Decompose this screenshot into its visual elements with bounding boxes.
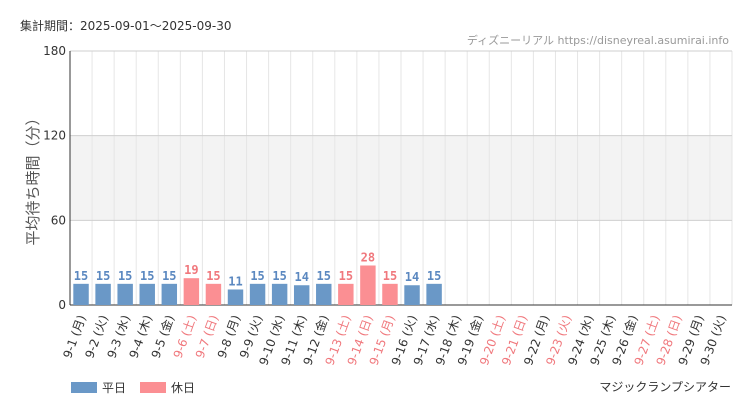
data-label: 15 bbox=[96, 269, 110, 283]
bar bbox=[205, 283, 222, 305]
bar bbox=[95, 283, 111, 305]
data-label: 15 bbox=[339, 269, 353, 283]
data-label: 15 bbox=[162, 269, 176, 283]
credit-label: ディズニーリアル https://disneyreal.asumirai.inf… bbox=[466, 34, 729, 47]
bar bbox=[382, 283, 398, 305]
legend-holiday-swatch bbox=[140, 382, 167, 393]
data-label: 11 bbox=[228, 274, 242, 288]
data-label: 15 bbox=[427, 269, 441, 283]
bar bbox=[161, 283, 178, 305]
data-label: 15 bbox=[118, 269, 132, 283]
bar bbox=[404, 285, 420, 305]
bar bbox=[249, 283, 266, 305]
bar bbox=[117, 283, 133, 305]
data-label: 19 bbox=[184, 263, 198, 277]
legend-holiday: 休日 bbox=[140, 379, 195, 396]
data-label: 15 bbox=[272, 269, 286, 283]
legend-weekday-swatch bbox=[71, 382, 97, 393]
bar bbox=[316, 283, 332, 305]
y-tick-label: 180 bbox=[43, 44, 66, 58]
period-label: 集計期間：2025-09-01～2025-09-30 bbox=[20, 19, 232, 33]
bar bbox=[338, 283, 354, 305]
legend-weekday-label: 平日 bbox=[102, 381, 127, 395]
data-label: 15 bbox=[383, 269, 397, 283]
y-tick-label: 60 bbox=[51, 213, 66, 227]
data-label: 15 bbox=[206, 269, 220, 283]
bar bbox=[139, 283, 155, 305]
data-label: 15 bbox=[317, 269, 331, 283]
data-label: 15 bbox=[74, 269, 88, 283]
y-tick-label: 0 bbox=[58, 298, 66, 312]
bar bbox=[183, 278, 200, 305]
data-label: 14 bbox=[294, 270, 308, 284]
bar bbox=[293, 285, 310, 305]
bar bbox=[227, 289, 244, 305]
y-tick-label: 120 bbox=[43, 129, 66, 143]
bar bbox=[360, 265, 376, 305]
data-label: 15 bbox=[250, 269, 264, 283]
data-label: 15 bbox=[140, 269, 154, 283]
data-label: 14 bbox=[405, 270, 419, 284]
y-axis-title: 平均待ち時間（分） bbox=[24, 110, 42, 245]
legend-weekday: 平日 bbox=[71, 379, 126, 396]
bar bbox=[426, 283, 442, 305]
legend-holiday-label: 休日 bbox=[171, 381, 196, 395]
bar bbox=[73, 283, 89, 305]
attraction-name: マジックランプシアター bbox=[599, 380, 731, 394]
legend: 平日 休日 bbox=[71, 379, 209, 396]
bar bbox=[271, 283, 288, 305]
data-label: 28 bbox=[361, 250, 375, 264]
